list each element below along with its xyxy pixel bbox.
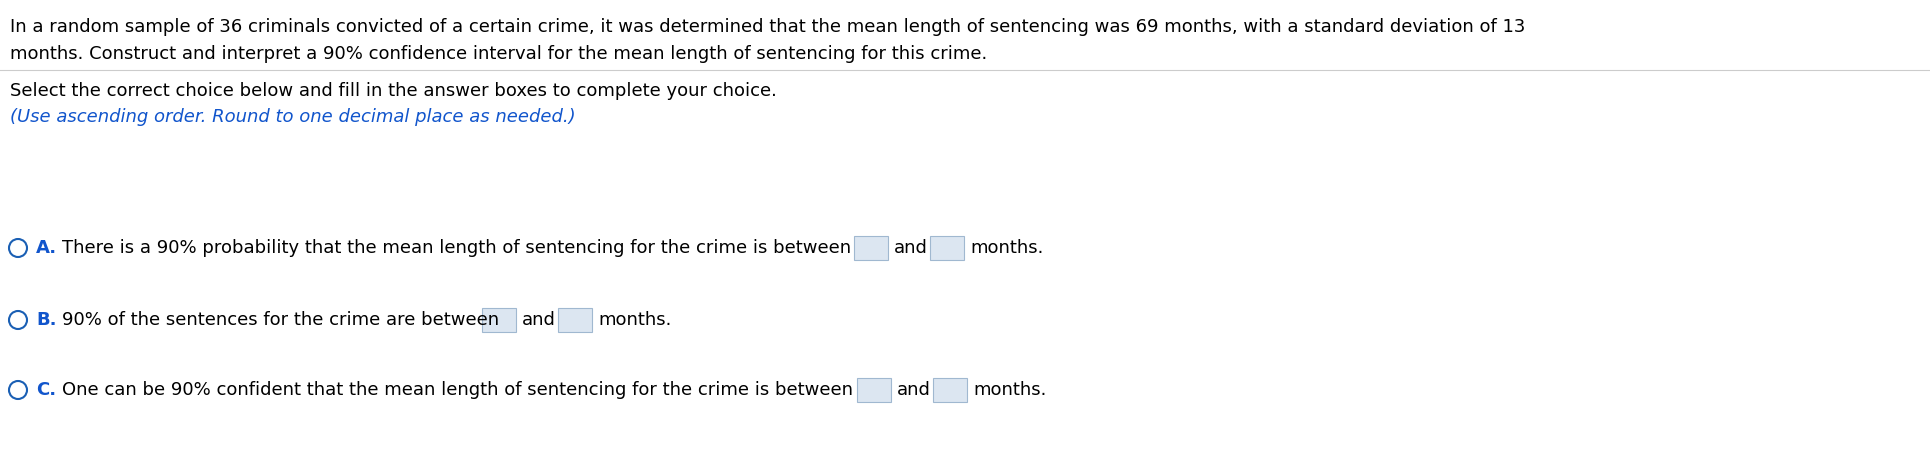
FancyBboxPatch shape: [857, 378, 892, 402]
Text: and: and: [521, 311, 556, 329]
Text: C.: C.: [37, 381, 56, 399]
Text: B.: B.: [37, 311, 56, 329]
FancyBboxPatch shape: [930, 236, 963, 260]
Text: 90% of the sentences for the crime are between: 90% of the sentences for the crime are b…: [62, 311, 500, 329]
Text: (Use ascending order. Round to one decimal place as needed.): (Use ascending order. Round to one decim…: [10, 108, 575, 126]
Text: One can be 90% confident that the mean length of sentencing for the crime is bet: One can be 90% confident that the mean l…: [62, 381, 853, 399]
Text: months. Construct and interpret a 90% confidence interval for the mean length of: months. Construct and interpret a 90% co…: [10, 45, 988, 63]
FancyBboxPatch shape: [482, 308, 515, 332]
Text: months.: months.: [598, 311, 672, 329]
Text: and: and: [894, 239, 928, 257]
Text: and: and: [897, 381, 930, 399]
FancyBboxPatch shape: [558, 308, 593, 332]
FancyBboxPatch shape: [932, 378, 967, 402]
FancyBboxPatch shape: [853, 236, 888, 260]
Text: A.: A.: [37, 239, 58, 257]
Text: In a random sample of 36 criminals convicted of a certain crime, it was determin: In a random sample of 36 criminals convi…: [10, 18, 1525, 36]
Text: months.: months.: [973, 381, 1046, 399]
Text: There is a 90% probability that the mean length of sentencing for the crime is b: There is a 90% probability that the mean…: [62, 239, 851, 257]
Text: Select the correct choice below and fill in the answer boxes to complete your ch: Select the correct choice below and fill…: [10, 82, 778, 100]
Text: months.: months.: [971, 239, 1044, 257]
